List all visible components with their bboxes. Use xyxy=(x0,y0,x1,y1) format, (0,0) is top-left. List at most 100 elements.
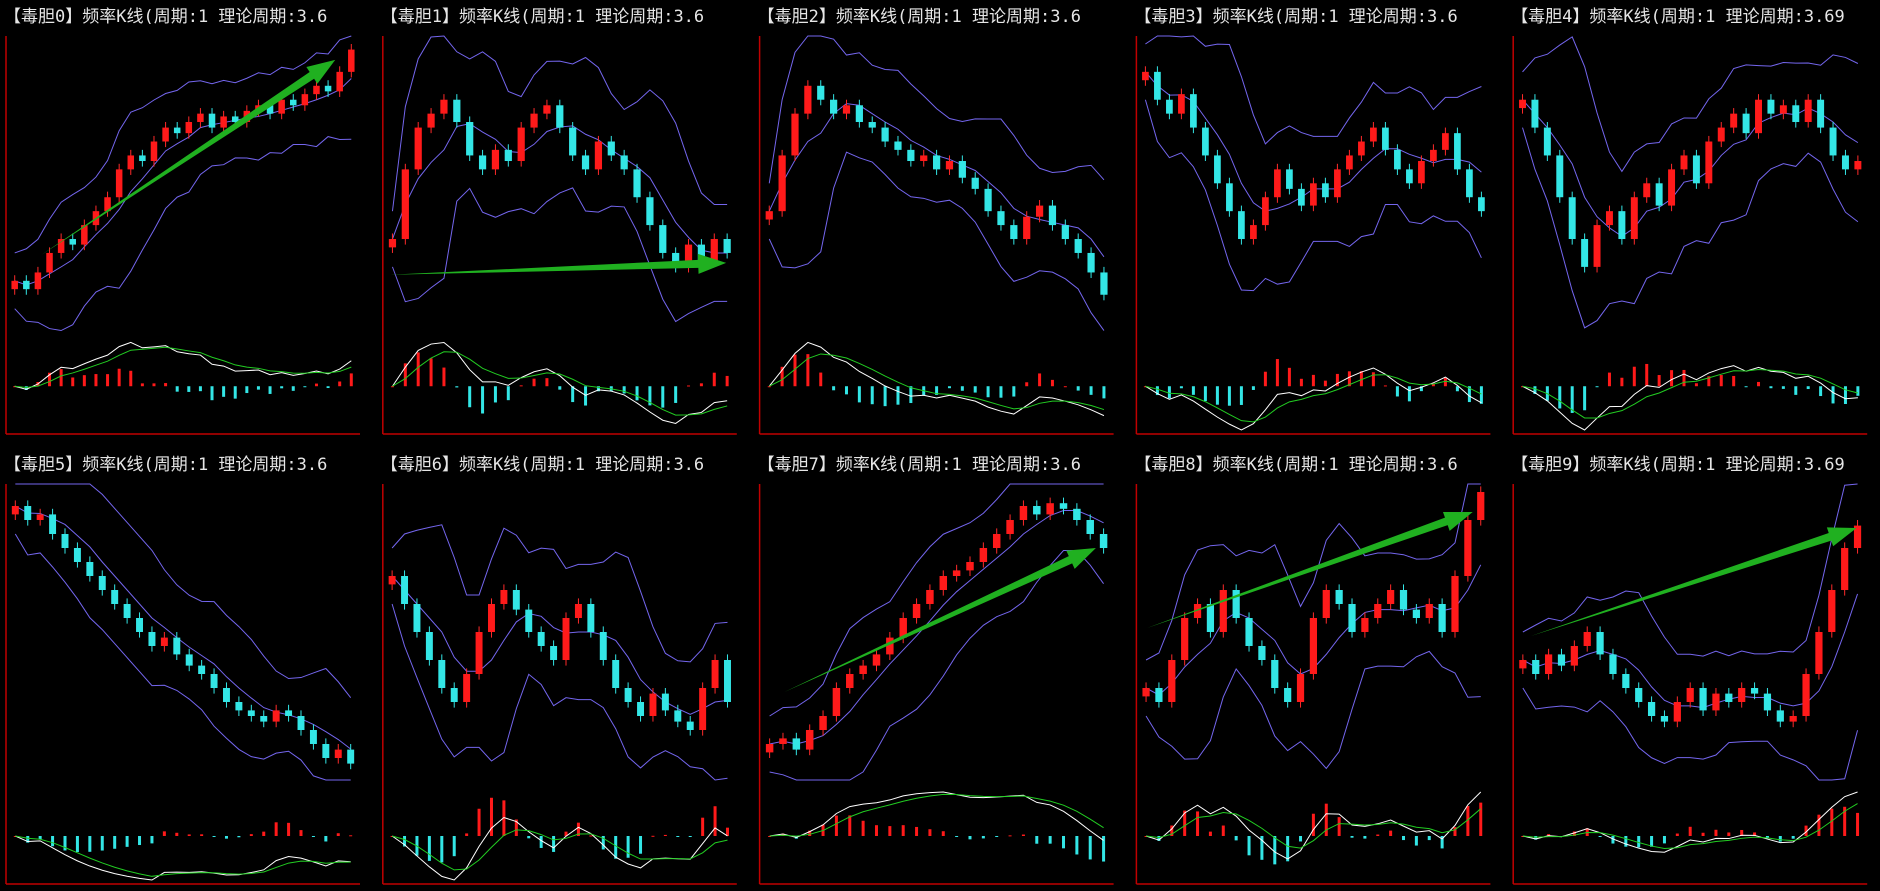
candle-body xyxy=(1750,688,1759,694)
candle-body xyxy=(1387,590,1395,604)
candle-body xyxy=(414,127,422,170)
candle-body xyxy=(926,590,934,604)
osc-bar xyxy=(1547,834,1551,836)
candle-body xyxy=(197,113,204,123)
candle-body xyxy=(285,710,293,716)
osc-bar xyxy=(1251,386,1255,390)
candle-body xyxy=(1274,169,1281,198)
osc-bar xyxy=(712,372,716,387)
osc-bar xyxy=(1035,836,1039,844)
candle-body xyxy=(1466,169,1473,198)
candle-body xyxy=(1660,716,1669,722)
band-line xyxy=(15,483,352,699)
osc-bar xyxy=(249,834,253,836)
candle-body xyxy=(1425,604,1433,618)
candle-body xyxy=(1792,105,1800,123)
candle-body xyxy=(992,534,1001,548)
osc-bar xyxy=(1337,817,1341,836)
candle-body xyxy=(1374,604,1382,618)
osc-bar xyxy=(1063,386,1067,388)
candle-body xyxy=(388,239,397,248)
candle-body xyxy=(1238,211,1245,240)
candle-body xyxy=(1730,113,1738,128)
candle-body xyxy=(1519,99,1526,109)
osc-bar xyxy=(477,808,481,836)
osc-bar xyxy=(1806,386,1810,390)
candle-body xyxy=(517,127,525,162)
candle-body xyxy=(1853,525,1862,548)
candle-body xyxy=(34,272,42,290)
candle-body xyxy=(659,225,667,253)
candle-body xyxy=(562,618,570,660)
panel-title: 【毒胆5】频率K线(周期:1 理论周期:3.6 xyxy=(4,455,327,475)
osc-bar xyxy=(1583,386,1587,411)
candle-body xyxy=(173,127,181,134)
candle-body xyxy=(724,660,731,702)
candle-body xyxy=(620,155,628,170)
candle-body xyxy=(1763,693,1772,711)
osc-bar xyxy=(125,836,129,847)
osc-bar xyxy=(701,817,705,836)
candle-body xyxy=(1596,632,1604,655)
osc-bar xyxy=(834,815,838,836)
osc-bar xyxy=(1466,805,1470,836)
osc-bar xyxy=(1419,386,1423,392)
candle-body xyxy=(1643,183,1651,198)
candle-body xyxy=(208,113,216,128)
osc-dea xyxy=(15,835,351,877)
osc-bar xyxy=(1757,381,1761,387)
candle-body xyxy=(958,161,966,178)
osc-dif xyxy=(15,835,351,881)
candle-body xyxy=(1202,127,1209,156)
candle-body xyxy=(1556,155,1564,198)
osc-bar xyxy=(1769,386,1773,389)
osc-bar xyxy=(635,386,639,401)
osc-bar xyxy=(1363,836,1367,839)
candle-body xyxy=(11,506,19,515)
osc-bar xyxy=(558,386,562,390)
candle-body xyxy=(1059,503,1068,509)
osc-bar xyxy=(1383,385,1387,387)
osc-bar xyxy=(1179,386,1183,389)
osc-bar xyxy=(1632,366,1636,387)
candle-body xyxy=(633,169,641,198)
band-line xyxy=(14,136,352,332)
candle-body xyxy=(1725,693,1733,702)
band-line xyxy=(1145,650,1481,770)
candle-body xyxy=(185,654,193,666)
osc-bar xyxy=(303,386,307,388)
candle-body xyxy=(817,85,825,100)
osc-bar xyxy=(687,385,691,387)
osc-bar xyxy=(1765,836,1769,839)
candle-body xyxy=(1214,155,1221,184)
osc-bar xyxy=(1012,386,1016,397)
candle-body xyxy=(855,105,863,123)
candle-body xyxy=(1802,674,1810,716)
candle-body xyxy=(979,548,988,562)
candle-body xyxy=(971,177,979,189)
candle-body xyxy=(347,749,355,764)
osc-bar xyxy=(1038,373,1042,387)
osc-bar xyxy=(1595,386,1599,388)
osc-bar xyxy=(314,383,318,387)
osc-bar xyxy=(973,386,977,393)
osc-bar xyxy=(1359,371,1363,387)
osc-bar xyxy=(390,386,394,388)
candle-body xyxy=(881,127,889,142)
candle-body xyxy=(1310,183,1317,206)
panel-title: 【毒胆9】频率K线(周期:1 理论周期:3.69 xyxy=(1511,455,1845,475)
candle-body xyxy=(24,506,32,520)
osc-bar xyxy=(1350,836,1354,838)
candle-body xyxy=(894,141,902,150)
osc-bar xyxy=(995,836,999,837)
osc-bar xyxy=(1227,386,1231,406)
osc-bar xyxy=(514,819,518,836)
band-line xyxy=(1522,483,1858,657)
candle-body xyxy=(649,693,657,716)
candle-body xyxy=(674,710,682,722)
candle-body xyxy=(765,211,773,220)
candle-body xyxy=(1779,105,1787,114)
osc-dif xyxy=(769,791,1104,841)
candle-body xyxy=(1705,141,1713,184)
